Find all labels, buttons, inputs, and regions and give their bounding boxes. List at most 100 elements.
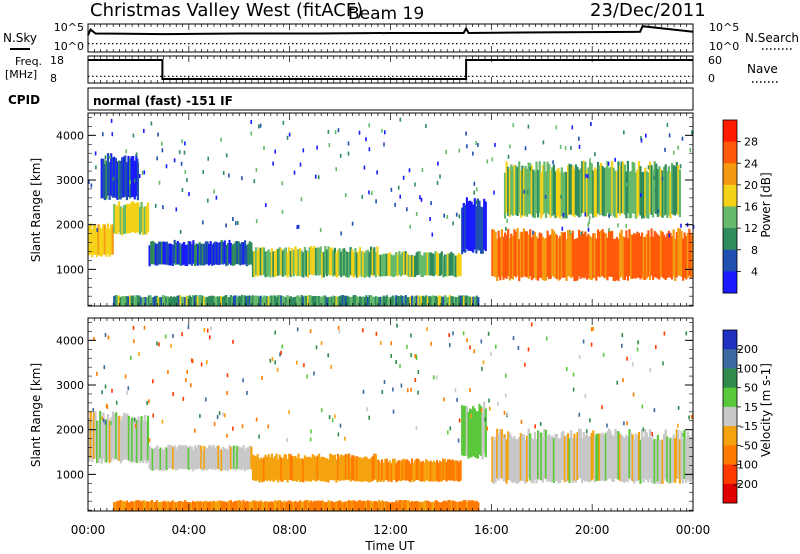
scatter-band-1 [242,445,245,469]
scatter-band-5 [648,429,652,479]
scatter-band-8 [565,171,568,219]
scatter-band-9 [360,297,363,306]
scatter-speckle [152,379,154,384]
scatter-band-1 [143,206,146,235]
scatter-band-9 [316,296,319,306]
scatter-band-6 [584,231,587,278]
scatter-band-6 [300,501,303,511]
scatter-band-6 [256,500,259,511]
scatter-band-2 [330,454,333,480]
scatter-speckle [207,156,209,161]
scatter-band-6 [674,239,677,281]
scatter-band-6 [281,502,284,511]
scatter-speckle [601,405,603,410]
scatter-band-2 [359,457,362,482]
scatter-band-3 [297,249,300,276]
scatter-speckle [111,388,113,393]
scatter-band-5 [567,433,570,481]
scatter-speckle [133,178,136,183]
scatter-band-3 [261,247,264,275]
scatter-speckle [491,157,494,162]
scatter-band-9 [146,297,149,306]
scatter-speckle [216,415,219,420]
scatter-band-5 [675,429,678,479]
scatter-speckle [202,169,204,174]
scatter-band-6 [415,501,418,511]
scatter-band-9 [308,295,311,306]
scatter-band-3 [288,247,291,276]
scatter-speckle [503,410,506,415]
scatter-speckle [431,232,434,237]
scatter-speckle [626,356,628,361]
scatter-speckle [274,330,276,335]
scatter-band-5 [472,204,475,253]
scatter-band-6 [623,237,626,281]
scatter-band-4 [426,252,429,276]
scatter-band-6 [135,500,138,511]
scatter-speckle [167,370,169,375]
scatter-band-2 [244,240,247,264]
scatter-speckle [655,345,657,349]
scatter-band-0 [116,416,119,461]
scatter-band-9 [258,296,261,306]
scatter-band-4 [448,253,451,276]
scatter-speckle [466,144,468,149]
scatter-band-1 [148,445,151,469]
scatter-speckle [271,357,274,362]
scatter-speckle [328,143,331,147]
scatter-speckle [182,396,185,401]
scatter-speckle [362,328,364,333]
scatter-band-2 [332,455,335,481]
scatter-band-4 [407,254,410,277]
colorbar-tick-label: 8 [751,244,758,257]
scatter-band-9 [242,295,245,306]
scatter-band-8 [552,164,555,215]
scatter-speckle [640,138,643,143]
scatter-band-8 [595,169,598,217]
scatter-band-3 [272,251,275,278]
scatter-band-2 [292,456,295,482]
scatter-band-8 [622,161,625,214]
scatter-speckle [328,415,331,420]
scatter-band-9 [136,295,139,306]
scatter-band-8 [590,163,593,214]
scatter-band-3 [343,248,346,276]
scatter-speckle [506,412,509,417]
scatter-band-4 [410,255,414,277]
scatter-band-6 [459,501,462,511]
scatter-band-9 [368,295,371,306]
scatter-speckle [133,339,135,344]
scatter-speckle [507,154,510,159]
scatter-band-9 [300,295,303,306]
scatter-band-4 [393,254,396,277]
scatter-band-8 [658,166,661,216]
scatter-band-9 [459,295,462,306]
scatter-band-2 [319,457,322,482]
scatter-band-6 [664,237,667,281]
scatter-speckle [524,146,527,151]
scatter-band-9 [297,295,300,306]
scatter-band-3 [360,251,363,278]
scatter-band-4 [484,408,487,458]
scatter-speckle [157,132,159,137]
colorbar-swatch [723,426,737,446]
scatter-speckle [226,391,228,395]
scatter-band-9 [365,295,368,306]
scatter-band-9 [240,294,243,306]
scatter-band-9 [433,295,436,306]
scatter-band-3 [454,460,457,481]
colorbar-swatch [723,349,737,369]
scatter-speckle [414,182,416,187]
scatter-band-3 [344,250,347,277]
scatter-band-4 [418,251,421,275]
scatter-speckle [101,390,103,395]
scatter-band-0 [89,223,92,255]
scatter-speckle [480,408,483,413]
scatter-band-5 [521,434,524,481]
scatter-band-5 [672,434,675,482]
scatter-speckle [597,180,599,184]
scatter-band-5 [678,439,681,484]
scatter-speckle [192,359,194,364]
scatter-speckle [488,398,490,403]
